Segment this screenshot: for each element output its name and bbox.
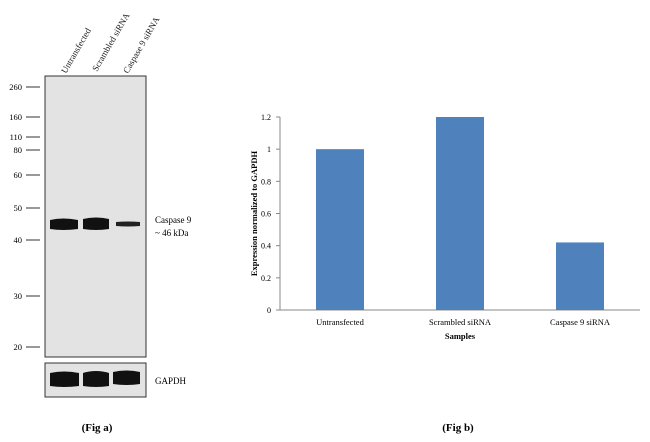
y-tick-label: 0.8 [261,177,271,186]
ladder-label-20: 20 [14,342,23,352]
x-tick-group: Untransfected Scrambled siRNA Caspase 9 si… [316,317,611,327]
x-axis-label: Samples [445,331,476,341]
western-blot-panel: Untransfected Scrambled siRNA Caspase 9 … [9,11,191,434]
y-tick-label: 0.4 [261,242,271,251]
blot-membrane [44,75,147,358]
y-tick-group: 0 0.2 0.4 0.6 0.8 1 1.2 [261,113,280,315]
band-scrambled [83,217,109,230]
y-tick-label: 1 [267,145,271,154]
ladder-label-80: 80 [14,145,23,155]
ladder-label-260: 260 [9,82,22,92]
caspase9-bands [50,217,140,230]
loading-control-label: GAPDH [155,376,187,386]
ladder-label-160: 160 [9,112,22,122]
ladder-label-60: 60 [14,170,23,180]
ladder-marker-group: 260 160 110 80 60 50 40 30 20 [9,82,40,352]
x-tick-label: Untransfected [316,317,364,327]
caption-fig-b: (Fig b) [442,422,474,434]
caption-fig-a: (Fig a) [82,422,113,434]
gapdh-band-scrambled [83,371,109,387]
y-axis-label: Expression normalized to GAPDH [249,151,259,277]
x-tick-label: Caspase 9 siRNA [550,317,611,327]
bar-chart-panel: 0 0.2 0.4 0.6 0.8 1 1.2 Untransfected Scrambled… [249,113,640,434]
ladder-label-40: 40 [14,235,23,245]
band-untransfected [50,218,78,230]
bar-caspase-9-sirna [556,242,604,310]
band-caspase9-sirna [116,221,140,227]
lane-label-untransfected: Untransfected [59,26,93,75]
x-tick-label: Scrambled siRNA [429,317,492,327]
bar-untransfected [316,149,364,310]
bar-group [316,117,604,310]
ladder-label-30: 30 [14,291,23,301]
ladder-label-50: 50 [14,203,23,213]
target-label-mw: ~ 46 kDa [155,228,188,238]
gapdh-band-untransfected [50,371,79,387]
target-label-caspase9: Caspase 9 [155,215,192,225]
gapdh-bands [50,370,140,387]
y-tick-label: 1.2 [261,113,271,122]
y-tick-label: 0.6 [261,210,271,219]
ladder-label-110: 110 [10,132,22,142]
y-tick-label: 0.2 [261,274,271,283]
y-tick-label: 0 [267,306,271,315]
bar-scrambled-sirna [436,117,484,310]
gapdh-band-caspase9-sirna [113,370,140,385]
